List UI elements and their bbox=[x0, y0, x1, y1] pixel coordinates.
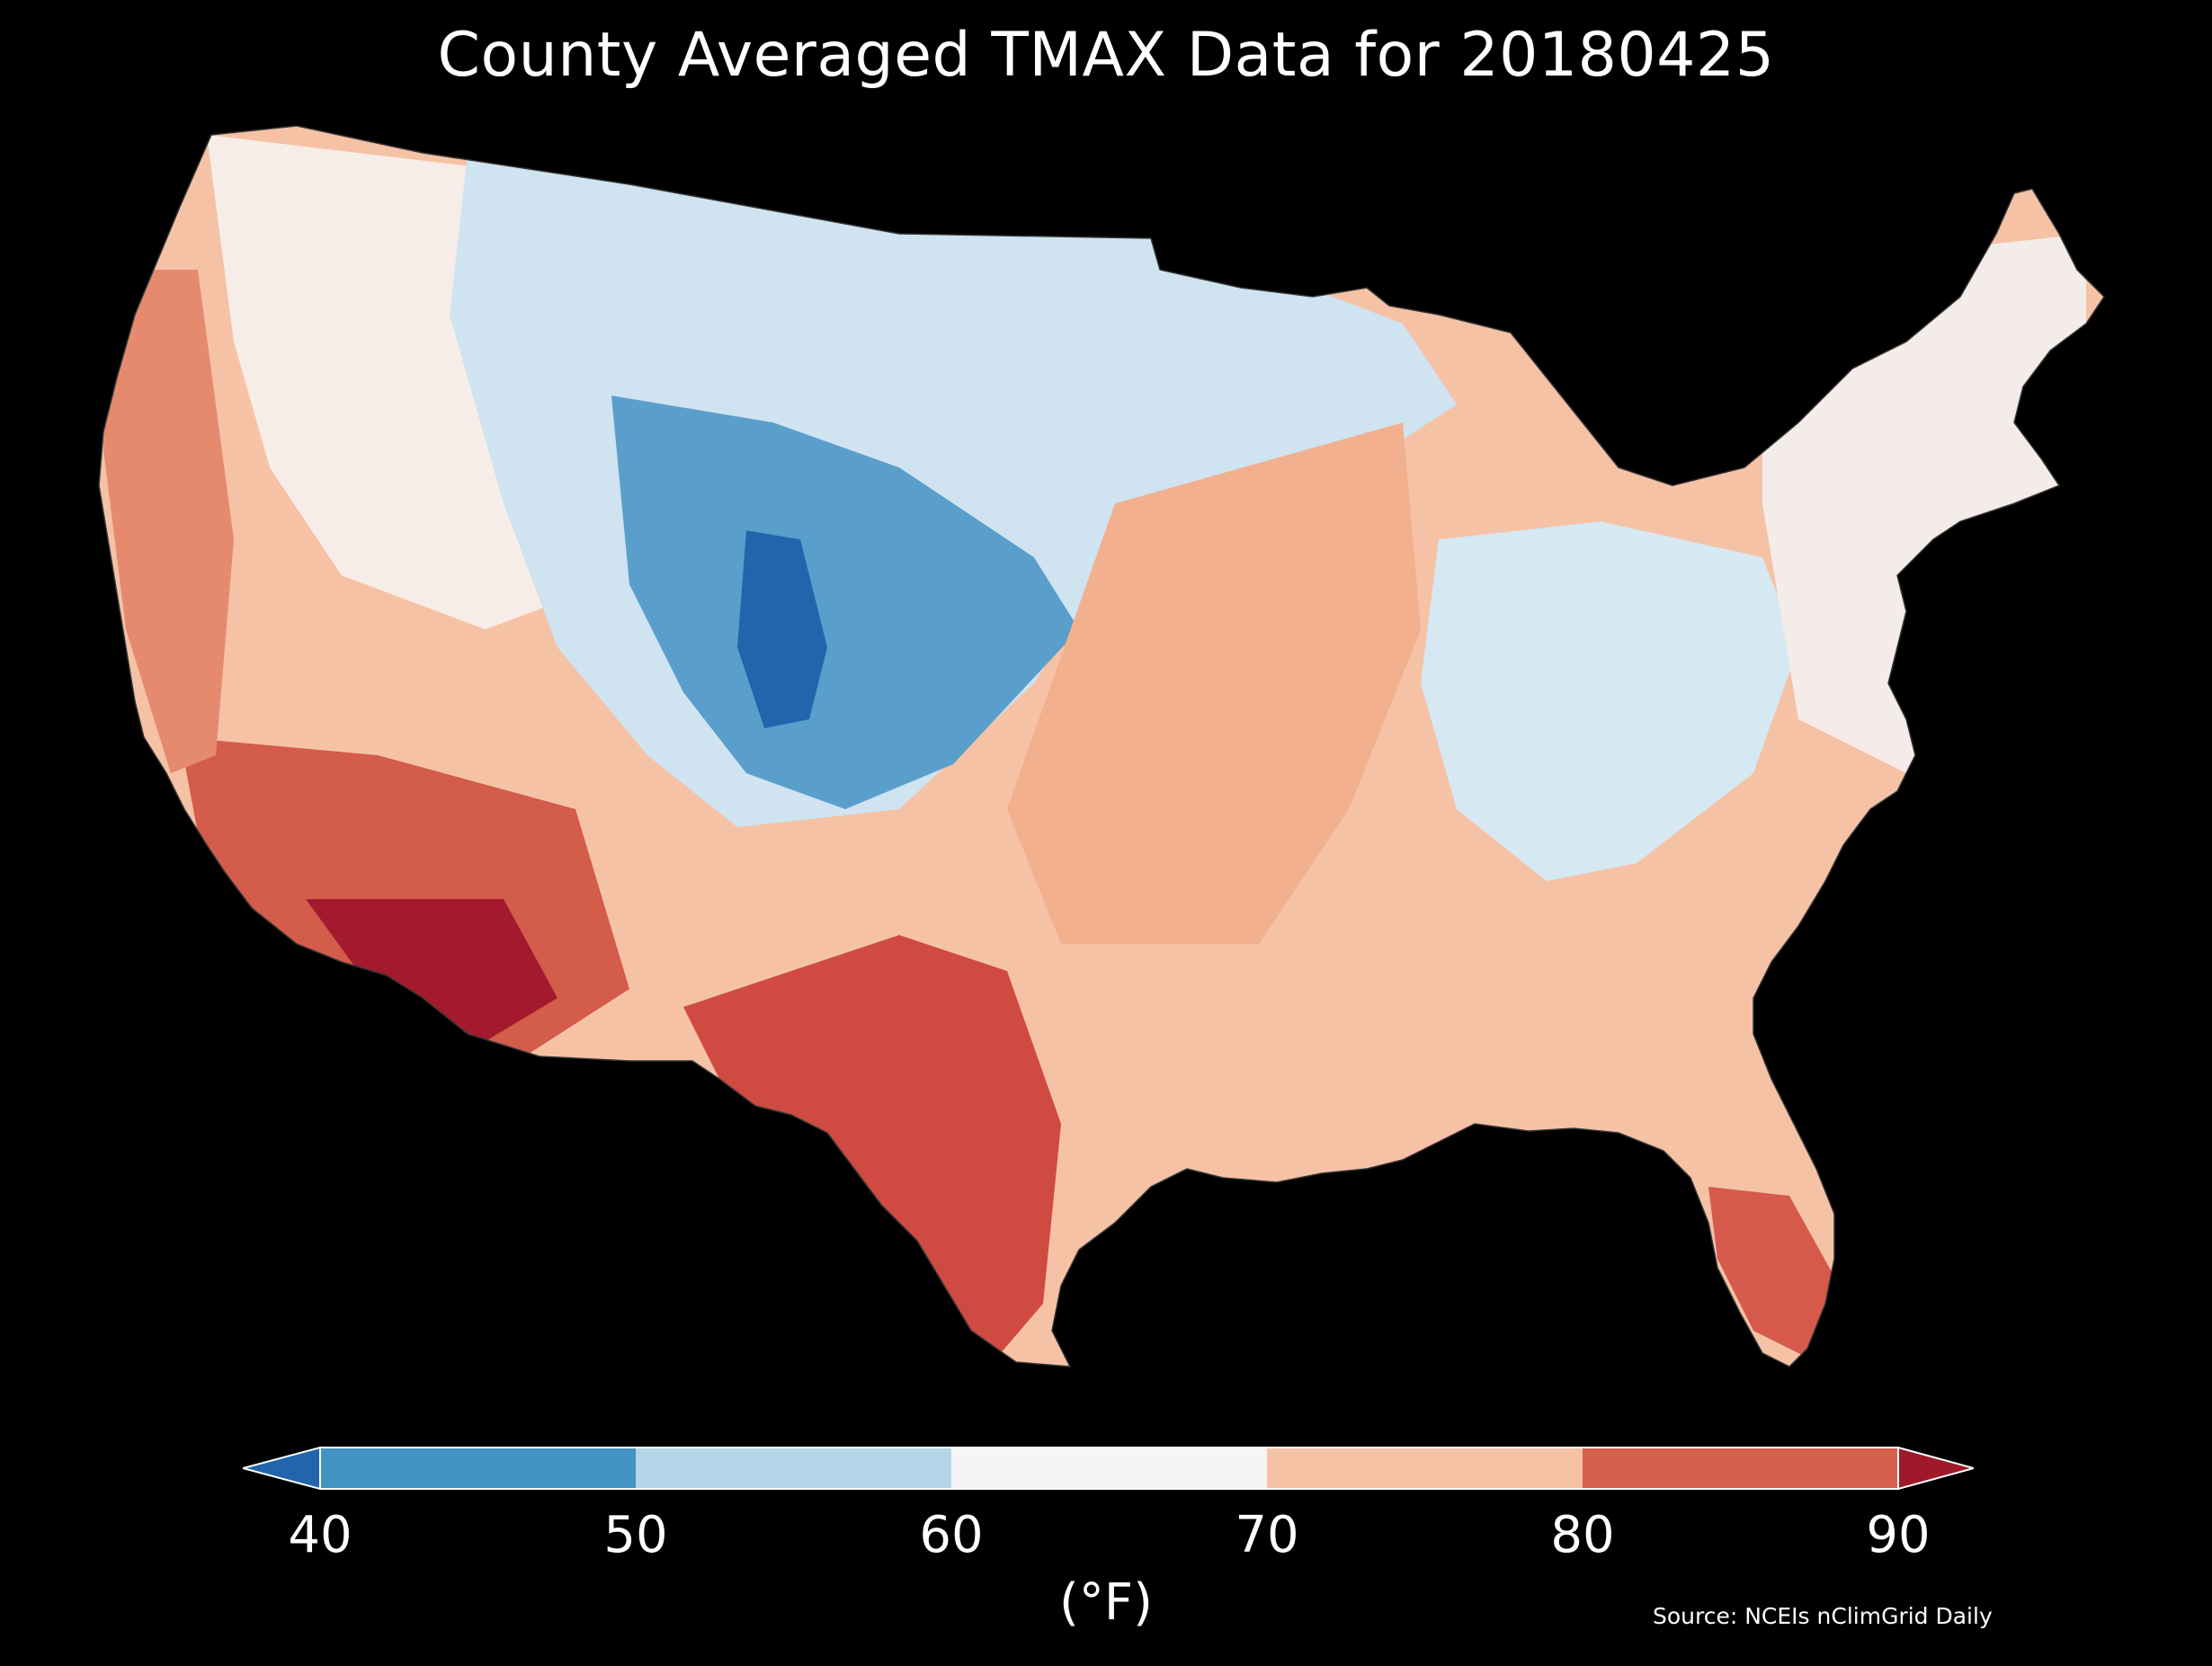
colorbar-frame bbox=[319, 1447, 1899, 1490]
temperature-regions bbox=[103, 135, 2086, 1367]
region-rockies-core bbox=[611, 396, 1079, 809]
colorbar-extend-high bbox=[1897, 1446, 1974, 1491]
colorbar bbox=[243, 1446, 1974, 1491]
colorbar-tick-80: 80 bbox=[1550, 1506, 1615, 1564]
colorbar-band-50-60 bbox=[636, 1448, 951, 1489]
chart-title: County Averaged TMAX Data for 20180425 bbox=[437, 20, 1775, 91]
colorbar-unit-label: (°F) bbox=[1059, 1573, 1153, 1632]
region-texas bbox=[683, 935, 1061, 1367]
source-note: Source: NCEIs nClimGrid Daily bbox=[1653, 1603, 1993, 1629]
region-central-plains bbox=[1007, 423, 1421, 944]
colorbar-band-60-70 bbox=[951, 1448, 1267, 1489]
region-florida bbox=[1708, 1187, 1834, 1358]
colorbar-tick-70: 70 bbox=[1235, 1506, 1299, 1564]
colorbar-band-80-90 bbox=[1583, 1448, 1898, 1489]
region-northeast bbox=[1762, 234, 2086, 773]
colorbar-tick-90: 90 bbox=[1866, 1506, 1931, 1564]
region-pacific-coast bbox=[103, 270, 234, 773]
region-ohio-valley bbox=[1421, 521, 1798, 881]
colorbar-tick-60: 60 bbox=[919, 1506, 984, 1564]
region-coldest-pocket bbox=[737, 530, 827, 728]
colorbar-tick-40: 40 bbox=[288, 1506, 352, 1564]
colorbar-extend-low bbox=[243, 1446, 321, 1491]
colorbar-tick-50: 50 bbox=[603, 1506, 668, 1564]
colorbar-band-70-80 bbox=[1267, 1448, 1583, 1489]
colorbar-band-40-50 bbox=[320, 1448, 636, 1489]
region-sonoran-hottest bbox=[306, 899, 557, 1052]
